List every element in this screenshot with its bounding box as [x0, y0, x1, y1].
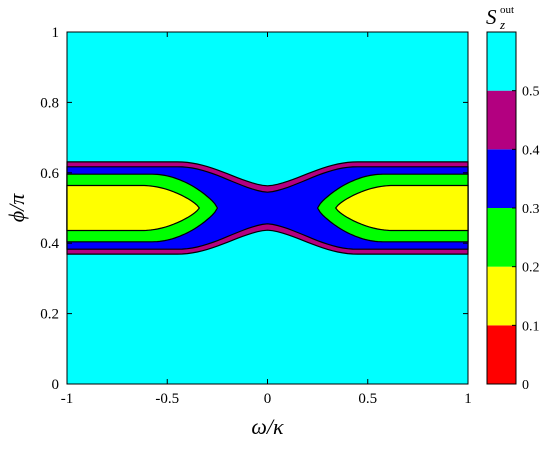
colorbar-title-superscript: out: [500, 4, 514, 16]
colorbar-title: S: [486, 5, 497, 29]
x-tick-label: 0: [264, 391, 272, 407]
contour-fill-layer: [66, 32, 469, 384]
y-tick-label: 0.4: [40, 236, 59, 252]
x-tick-label: 0.5: [358, 391, 377, 407]
colorbar-segment: [487, 325, 516, 384]
colorbar-tick-label: 0.5: [522, 85, 540, 100]
x-axis-label: ω/κ: [251, 414, 284, 439]
y-axis-label: ϕ/π: [4, 193, 29, 222]
colorbar-tick-label: 0.3: [522, 202, 540, 217]
x-tick-label: 1: [464, 391, 472, 407]
colorbar-title-subscript: z: [499, 17, 505, 32]
colorbar-segment: [487, 208, 516, 267]
y-tick-label: 0.2: [40, 307, 59, 323]
colorbar-tick-label: 0.1: [522, 319, 540, 334]
y-tick-label: 0: [52, 377, 60, 393]
colorbar: 0 0.1 0.2 0.3 0.4 0.5: [486, 31, 540, 393]
colorbar-title-main: S: [486, 5, 497, 29]
y-tick-label: 0.6: [40, 166, 59, 182]
colorbar-tick-label: 0.4: [522, 143, 540, 158]
x-tick-label: -1: [61, 391, 74, 407]
y-tick-label: 1: [52, 25, 60, 41]
axis-ticks: -1 -0.5 0 0.5 1 0 0.2 0.4 0.6 0.8 1: [40, 25, 472, 407]
x-tick-label: -0.5: [155, 391, 179, 407]
y-tick-label: 0.8: [40, 95, 59, 111]
colorbar-segment: [487, 90, 516, 150]
colorbar-segment: [487, 149, 516, 208]
colorbar-tick-label: 0: [522, 378, 529, 393]
colorbar-tick-label: 0.2: [522, 261, 540, 276]
colorbar-segment: [487, 32, 516, 91]
colorbar-segment: [487, 266, 516, 326]
